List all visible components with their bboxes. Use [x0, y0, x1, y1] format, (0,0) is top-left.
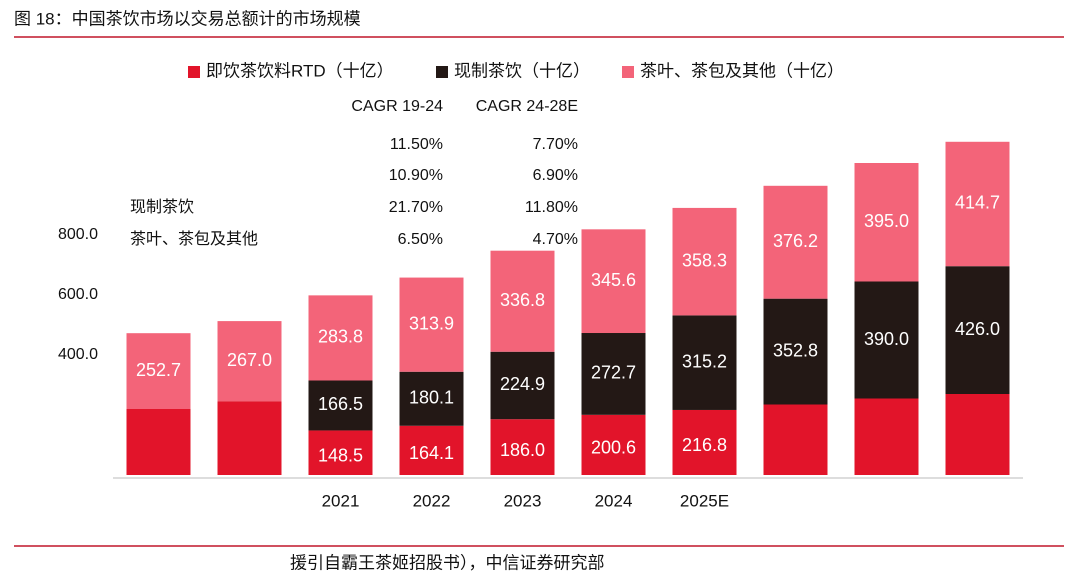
value-label: 252.7 — [136, 360, 181, 380]
bar-segment — [672, 315, 737, 410]
value-label: 315.2 — [682, 351, 727, 371]
bar-segment — [581, 229, 646, 334]
x-tick-label: 2023 — [504, 491, 542, 510]
legend-swatch — [622, 66, 634, 78]
source-note: 援引自霸王茶姬招股书），中信证券研究部 — [290, 553, 605, 572]
value-label: 345.6 — [591, 270, 636, 290]
bar-segment — [217, 401, 282, 475]
bar-segment — [854, 163, 919, 282]
bar-segment — [672, 207, 737, 316]
table-cell: 11.50% — [390, 136, 443, 153]
value-label: 376.2 — [773, 231, 818, 251]
bar-segment — [854, 398, 919, 475]
bar-segment — [945, 266, 1010, 394]
value-label: 216.8 — [682, 435, 727, 455]
legend-label: 现制茶饮（十亿） — [454, 61, 590, 80]
bar-segment — [308, 295, 373, 381]
value-label: 186.0 — [500, 440, 545, 460]
value-label: 166.5 — [318, 394, 363, 414]
table-cell: 6.90% — [533, 167, 578, 184]
value-label: 426.0 — [955, 319, 1000, 339]
value-label: 313.9 — [409, 313, 454, 333]
legend-swatch — [436, 66, 448, 78]
value-label: 272.7 — [591, 363, 636, 383]
y-tick-label: 800.0 — [58, 226, 98, 243]
table-cell: 10.90% — [389, 167, 443, 184]
legend-label: 茶叶、茶包及其他（十亿） — [640, 61, 844, 80]
bar-segment — [945, 394, 1010, 475]
bar-segment — [581, 414, 646, 475]
x-tick-label: 2025E — [680, 491, 729, 510]
bar-segment — [763, 185, 828, 299]
bar-segment — [126, 409, 191, 475]
bar-segment — [945, 141, 1010, 267]
table-cell: 6.50% — [398, 231, 443, 248]
bar-segment — [217, 321, 282, 402]
x-tick-label: 2022 — [413, 491, 451, 510]
bar-segment — [490, 250, 555, 352]
table-header: CAGR 19-24 — [351, 98, 443, 115]
bar-segment — [126, 333, 191, 409]
y-tick-label: 600.0 — [58, 286, 98, 303]
value-label: 390.0 — [864, 329, 909, 349]
legend-swatch — [188, 66, 200, 78]
x-tick-label: 2021 — [322, 491, 360, 510]
bar-segment — [490, 351, 555, 420]
bar-segment — [763, 404, 828, 475]
bar-segment — [399, 371, 464, 426]
bar-segment — [308, 430, 373, 475]
table-row-label: 茶叶、茶包及其他 — [130, 230, 258, 248]
chart-title: 图 18：中国茶饮市场以交易总额计的市场规模 — [14, 9, 361, 28]
table-row-label: 现制茶饮 — [130, 198, 194, 216]
value-label: 224.9 — [500, 374, 545, 394]
bar-segment — [399, 425, 464, 475]
value-label: 164.1 — [409, 443, 454, 463]
bar-segment — [672, 409, 737, 475]
bar-segment — [490, 419, 555, 475]
table-cell: 11.80% — [525, 199, 578, 216]
value-label: 283.8 — [318, 327, 363, 347]
bar-segment — [763, 298, 828, 405]
table-cell: 4.70% — [533, 231, 578, 248]
y-tick-label: 400.0 — [58, 346, 98, 363]
value-label: 180.1 — [409, 388, 454, 408]
value-label: 414.7 — [955, 193, 1000, 213]
value-label: 148.5 — [318, 445, 363, 465]
value-label: 358.3 — [682, 250, 727, 270]
bar-segment — [308, 380, 373, 431]
bar-segment — [581, 333, 646, 415]
x-tick-label: 2024 — [595, 491, 633, 510]
value-label: 352.8 — [773, 340, 818, 360]
table-header: CAGR 24-28E — [476, 98, 578, 115]
bar-segment — [399, 277, 464, 372]
value-label: 200.6 — [591, 438, 636, 458]
table-cell: 21.70% — [389, 199, 443, 216]
table-cell: 7.70% — [533, 136, 578, 153]
legend-label: 即饮茶饮料RTD（十亿） — [206, 61, 394, 80]
bar-segment — [854, 281, 919, 399]
value-label: 395.0 — [864, 211, 909, 231]
value-label: 267.0 — [227, 350, 272, 370]
value-label: 336.8 — [500, 290, 545, 310]
